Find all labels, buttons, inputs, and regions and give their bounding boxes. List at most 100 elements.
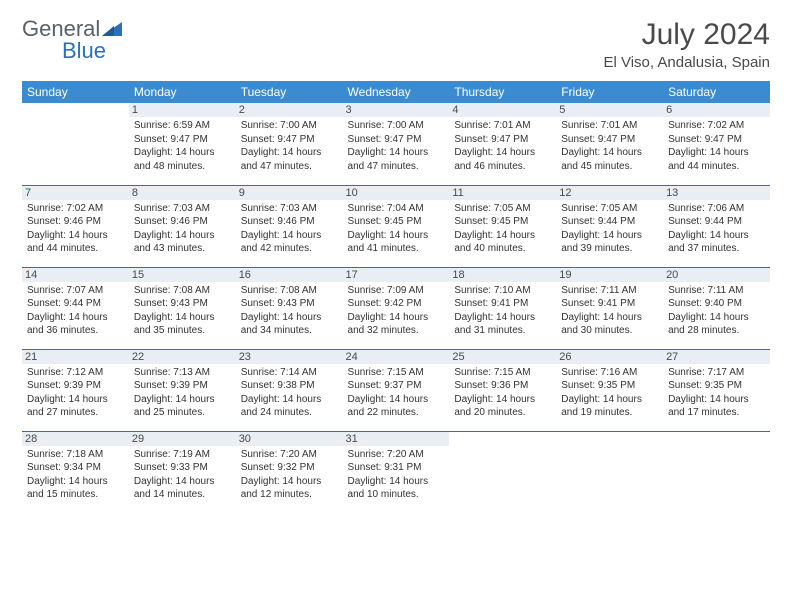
day-number: 12 xyxy=(556,186,663,200)
calendar-body: 1 Sunrise: 6:59 AMSunset: 9:47 PMDaylight… xyxy=(22,103,770,513)
calendar-row: 14Sunrise: 7:07 AMSunset: 9:44 PMDayligh… xyxy=(22,267,770,349)
day-details: Sunrise: 6:59 AMSunset: 9:47 PMDaylight:… xyxy=(134,119,231,173)
day-number: 10 xyxy=(343,186,450,200)
weekday-header: Sunday xyxy=(22,81,129,103)
calendar-cell: 31 Sunrise: 7:20 AMSunset: 9:31 PMDayligh… xyxy=(343,431,450,513)
calendar-cell: 27 Sunrise: 7:17 AMSunset: 9:35 PMDayligh… xyxy=(663,349,770,431)
calendar-cell: 5 Sunrise: 7:01 AMSunset: 9:47 PMDaylight… xyxy=(556,103,663,185)
day-number: 23 xyxy=(236,350,343,364)
day-details: Sunrise: 7:10 AMSunset: 9:41 PMDaylight:… xyxy=(454,284,551,338)
calendar-row: 1 Sunrise: 6:59 AMSunset: 9:47 PMDaylight… xyxy=(22,103,770,185)
weekday-header: Saturday xyxy=(663,81,770,103)
day-details: Sunrise: 7:05 AMSunset: 9:45 PMDaylight:… xyxy=(454,202,551,256)
calendar-cell: 7 Sunrise: 7:02 AMSunset: 9:46 PMDaylight… xyxy=(22,185,129,267)
day-details: Sunrise: 7:08 AMSunset: 9:43 PMDaylight:… xyxy=(241,284,338,338)
day-number: 20 xyxy=(663,268,770,282)
calendar-cell: 26 Sunrise: 7:16 AMSunset: 9:35 PMDayligh… xyxy=(556,349,663,431)
day-details: Sunrise: 7:07 AMSunset: 9:44 PMDaylight:… xyxy=(27,284,124,338)
day-details: Sunrise: 7:02 AMSunset: 9:46 PMDaylight:… xyxy=(27,202,124,256)
day-details: Sunrise: 7:01 AMSunset: 9:47 PMDaylight:… xyxy=(561,119,658,173)
day-details: Sunrise: 7:15 AMSunset: 9:37 PMDaylight:… xyxy=(348,366,445,420)
day-details: Sunrise: 7:00 AMSunset: 9:47 PMDaylight:… xyxy=(348,119,445,173)
calendar-cell: 9 Sunrise: 7:03 AMSunset: 9:46 PMDaylight… xyxy=(236,185,343,267)
day-details: Sunrise: 7:20 AMSunset: 9:32 PMDaylight:… xyxy=(241,448,338,502)
day-details: Sunrise: 7:03 AMSunset: 9:46 PMDaylight:… xyxy=(134,202,231,256)
day-details: Sunrise: 7:11 AMSunset: 9:40 PMDaylight:… xyxy=(668,284,765,338)
day-number: 30 xyxy=(236,432,343,446)
weekday-header: Monday xyxy=(129,81,236,103)
day-number: 16 xyxy=(236,268,343,282)
calendar-cell: 14Sunrise: 7:07 AMSunset: 9:44 PMDayligh… xyxy=(22,267,129,349)
page-header: GeneralBlue July 2024 El Viso, Andalusia… xyxy=(22,18,770,71)
title-block: July 2024 El Viso, Andalusia, Spain xyxy=(603,18,770,71)
day-details: Sunrise: 7:00 AMSunset: 9:47 PMDaylight:… xyxy=(241,119,338,173)
calendar-cell xyxy=(556,431,663,513)
day-number: 6 xyxy=(663,103,770,117)
day-details: Sunrise: 7:15 AMSunset: 9:36 PMDaylight:… xyxy=(454,366,551,420)
calendar-cell: 25 Sunrise: 7:15 AMSunset: 9:36 PMDayligh… xyxy=(449,349,556,431)
day-details: Sunrise: 7:17 AMSunset: 9:35 PMDaylight:… xyxy=(668,366,765,420)
weekday-header: Wednesday xyxy=(343,81,450,103)
day-number: 15 xyxy=(129,268,236,282)
day-details: Sunrise: 7:02 AMSunset: 9:47 PMDaylight:… xyxy=(668,119,765,173)
day-number: 29 xyxy=(129,432,236,446)
day-number: 25 xyxy=(449,350,556,364)
calendar-cell xyxy=(449,431,556,513)
day-number: 19 xyxy=(556,268,663,282)
day-details: Sunrise: 7:06 AMSunset: 9:44 PMDaylight:… xyxy=(668,202,765,256)
calendar-cell: 16 Sunrise: 7:08 AMSunset: 9:43 PMDayligh… xyxy=(236,267,343,349)
day-number: 4 xyxy=(449,103,556,117)
logo-triangle-icon xyxy=(102,18,122,40)
calendar-row: 7 Sunrise: 7:02 AMSunset: 9:46 PMDaylight… xyxy=(22,185,770,267)
day-details: Sunrise: 7:09 AMSunset: 9:42 PMDaylight:… xyxy=(348,284,445,338)
day-details: Sunrise: 7:20 AMSunset: 9:31 PMDaylight:… xyxy=(348,448,445,502)
calendar-cell: 2Sunrise: 7:00 AMSunset: 9:47 PMDaylight… xyxy=(236,103,343,185)
weekday-header: Tuesday xyxy=(236,81,343,103)
calendar-cell: 15 Sunrise: 7:08 AMSunset: 9:43 PMDayligh… xyxy=(129,267,236,349)
calendar-cell: 19 Sunrise: 7:11 AMSunset: 9:41 PMDayligh… xyxy=(556,267,663,349)
calendar-cell: 4 Sunrise: 7:01 AMSunset: 9:47 PMDaylight… xyxy=(449,103,556,185)
calendar-cell: 13 Sunrise: 7:06 AMSunset: 9:44 PMDayligh… xyxy=(663,185,770,267)
day-number: 1 xyxy=(129,103,236,117)
day-number: 31 xyxy=(343,432,450,446)
calendar-cell: 1 Sunrise: 6:59 AMSunset: 9:47 PMDaylight… xyxy=(129,103,236,185)
day-details: Sunrise: 7:12 AMSunset: 9:39 PMDaylight:… xyxy=(27,366,124,420)
calendar-cell xyxy=(663,431,770,513)
calendar-cell: 12Sunrise: 7:05 AMSunset: 9:44 PMDayligh… xyxy=(556,185,663,267)
day-number: 11 xyxy=(449,186,556,200)
day-details: Sunrise: 7:01 AMSunset: 9:47 PMDaylight:… xyxy=(454,119,551,173)
calendar-cell: 11 Sunrise: 7:05 AMSunset: 9:45 PMDayligh… xyxy=(449,185,556,267)
day-details: Sunrise: 7:03 AMSunset: 9:46 PMDaylight:… xyxy=(241,202,338,256)
day-number: 9 xyxy=(236,186,343,200)
calendar-cell xyxy=(22,103,129,185)
day-details: Sunrise: 7:18 AMSunset: 9:34 PMDaylight:… xyxy=(27,448,124,502)
calendar-cell: 20 Sunrise: 7:11 AMSunset: 9:40 PMDayligh… xyxy=(663,267,770,349)
calendar-cell: 30 Sunrise: 7:20 AMSunset: 9:32 PMDayligh… xyxy=(236,431,343,513)
calendar-cell: 21Sunrise: 7:12 AMSunset: 9:39 PMDayligh… xyxy=(22,349,129,431)
day-details: Sunrise: 7:08 AMSunset: 9:43 PMDaylight:… xyxy=(134,284,231,338)
day-number: 27 xyxy=(663,350,770,364)
weekday-header: Thursday xyxy=(449,81,556,103)
calendar-cell: 24 Sunrise: 7:15 AMSunset: 9:37 PMDayligh… xyxy=(343,349,450,431)
day-details: Sunrise: 7:19 AMSunset: 9:33 PMDaylight:… xyxy=(134,448,231,502)
day-number: 5 xyxy=(556,103,663,117)
day-number: 26 xyxy=(556,350,663,364)
calendar-cell: 29 Sunrise: 7:19 AMSunset: 9:33 PMDayligh… xyxy=(129,431,236,513)
day-details: Sunrise: 7:11 AMSunset: 9:41 PMDaylight:… xyxy=(561,284,658,338)
day-details: Sunrise: 7:04 AMSunset: 9:45 PMDaylight:… xyxy=(348,202,445,256)
day-details: Sunrise: 7:16 AMSunset: 9:35 PMDaylight:… xyxy=(561,366,658,420)
calendar-cell: 3 Sunrise: 7:00 AMSunset: 9:47 PMDaylight… xyxy=(343,103,450,185)
day-details: Sunrise: 7:13 AMSunset: 9:39 PMDaylight:… xyxy=(134,366,231,420)
day-number: 7 xyxy=(22,186,129,200)
calendar-cell: 6 Sunrise: 7:02 AMSunset: 9:47 PMDaylight… xyxy=(663,103,770,185)
location: El Viso, Andalusia, Spain xyxy=(603,54,770,71)
day-number: 24 xyxy=(343,350,450,364)
calendar-row: 28Sunrise: 7:18 AMSunset: 9:34 PMDayligh… xyxy=(22,431,770,513)
day-number: 3 xyxy=(343,103,450,117)
calendar-cell: 28Sunrise: 7:18 AMSunset: 9:34 PMDayligh… xyxy=(22,431,129,513)
weekday-header: Friday xyxy=(556,81,663,103)
calendar-cell: 18Sunrise: 7:10 AMSunset: 9:41 PMDayligh… xyxy=(449,267,556,349)
calendar-cell: 8Sunrise: 7:03 AMSunset: 9:46 PMDaylight… xyxy=(129,185,236,267)
day-number: 13 xyxy=(663,186,770,200)
calendar-cell: 10 Sunrise: 7:04 AMSunset: 9:45 PMDayligh… xyxy=(343,185,450,267)
